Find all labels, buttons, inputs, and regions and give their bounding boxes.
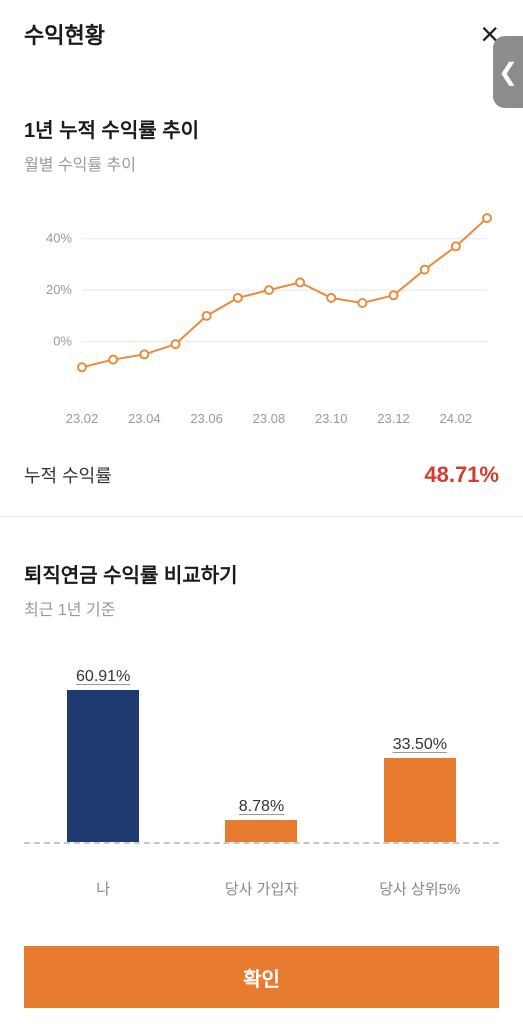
side-handle[interactable]: ❮ — [493, 36, 523, 108]
bar — [384, 758, 456, 842]
trend-subtitle: 월별 수익률 추이 — [24, 151, 499, 175]
bar-category-label: 당사 상위5% — [341, 878, 499, 899]
svg-text:23.04: 23.04 — [128, 411, 161, 426]
confirm-label: 확인 — [243, 963, 280, 992]
svg-text:0%: 0% — [53, 334, 72, 349]
divider — [0, 516, 523, 517]
svg-text:23.02: 23.02 — [66, 411, 99, 426]
confirm-button[interactable]: 확인 — [24, 946, 499, 1008]
svg-text:23.08: 23.08 — [253, 411, 286, 426]
bar — [225, 820, 297, 842]
svg-text:24.02: 24.02 — [440, 411, 473, 426]
bar — [67, 690, 139, 842]
bar-category-label: 당사 가입자 — [182, 878, 340, 899]
bar-col: 8.78% — [182, 798, 340, 842]
svg-text:23.12: 23.12 — [377, 411, 410, 426]
line-chart: 0% 20% 40% 23.02 23.04 23.06 23.08 23.10 23.12 24… — [24, 203, 499, 433]
cumulative-label: 누적 수익률 — [24, 462, 112, 488]
bar-value-label: 8.78% — [239, 798, 284, 816]
bar-category-label: 나 — [24, 878, 182, 899]
cumulative-value: 48.71% — [424, 462, 499, 488]
svg-text:23.10: 23.10 — [315, 411, 348, 426]
bar-chart: 60.91% 8.78% 33.50% — [24, 654, 499, 844]
svg-text:23.06: 23.06 — [190, 411, 223, 426]
bar-col: 33.50% — [341, 736, 499, 842]
bar-value-label: 60.91% — [76, 668, 130, 686]
svg-text:20%: 20% — [46, 282, 72, 297]
bar-col: 60.91% — [24, 668, 182, 842]
bar-value-label: 33.50% — [393, 736, 447, 754]
compare-title: 퇴직연금 수익률 비교하기 — [24, 559, 499, 588]
page-title: 수익현황 — [24, 18, 105, 50]
trend-title: 1년 누적 수익률 추이 — [24, 114, 499, 143]
svg-text:40%: 40% — [46, 231, 72, 246]
compare-subtitle: 최근 1년 기준 — [24, 596, 499, 620]
chevron-left-icon: ❮ — [498, 58, 518, 87]
